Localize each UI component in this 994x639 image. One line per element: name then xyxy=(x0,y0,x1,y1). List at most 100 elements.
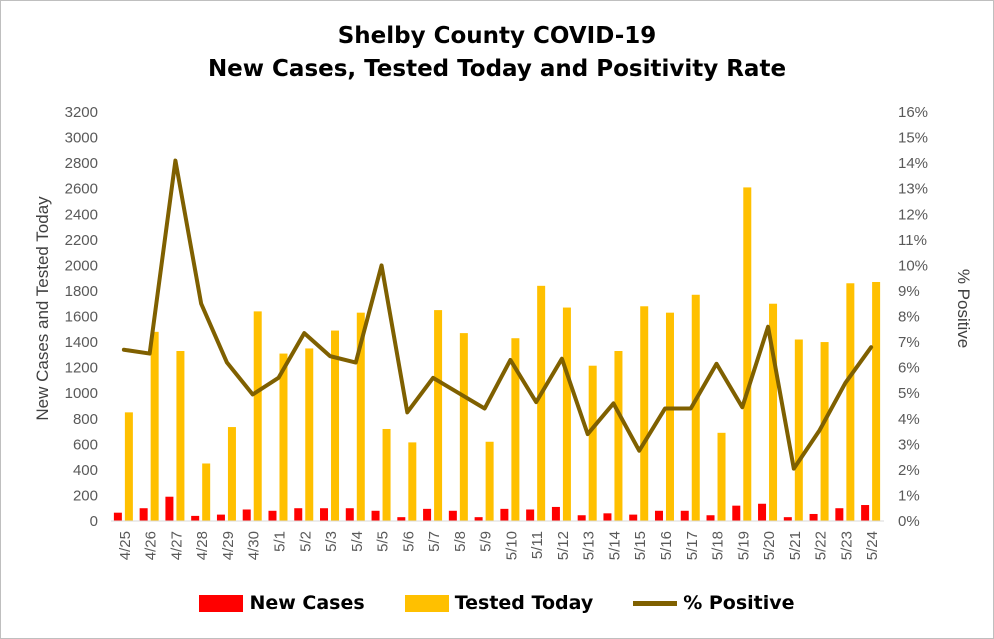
x-tick-label: 5/22 xyxy=(813,531,830,560)
x-tick-label: 5/14 xyxy=(606,531,623,560)
x-tick-label: 5/21 xyxy=(787,531,804,560)
legend: New Cases Tested Today % Positive xyxy=(0,592,994,614)
bar-tested-today xyxy=(562,307,571,521)
bar-new-cases xyxy=(423,508,432,521)
y-right-tick-label: 8% xyxy=(898,309,920,326)
bar-new-cases xyxy=(835,508,844,521)
x-tick-label: 5/5 xyxy=(375,531,392,552)
y-right-tick-label: 1% xyxy=(898,487,920,504)
x-tick-label: 5/1 xyxy=(271,531,288,552)
bar-new-cases xyxy=(191,515,200,521)
y-left-tick-label: 1000 xyxy=(65,385,98,402)
bar-tested-today xyxy=(305,348,314,521)
legend-label-tested-today: Tested Today xyxy=(454,592,594,614)
x-tick-label: 5/3 xyxy=(323,531,340,552)
bar-new-cases xyxy=(758,503,767,521)
bar-tested-today xyxy=(408,442,417,521)
x-tick-label: 4/25 xyxy=(117,531,134,560)
x-tick-label: 5/15 xyxy=(632,531,649,560)
y-right-tick-label: 15% xyxy=(898,130,928,147)
x-tick-label: 4/29 xyxy=(220,531,237,560)
bar-tested-today xyxy=(872,281,881,521)
bar-new-cases xyxy=(732,505,741,521)
bar-new-cases xyxy=(474,517,483,521)
bar-new-cases xyxy=(577,515,586,521)
x-tick-label: 5/24 xyxy=(864,531,881,560)
y-right-tick-label: 10% xyxy=(898,257,928,274)
x-tick-label: 5/16 xyxy=(658,531,675,560)
x-tick-label: 5/7 xyxy=(426,531,443,552)
y-left-tick-label: 800 xyxy=(73,411,98,428)
bar-new-cases xyxy=(861,505,870,521)
bar-new-cases xyxy=(113,512,122,521)
bar-new-cases xyxy=(139,508,148,521)
bar-tested-today xyxy=(743,187,752,522)
legend-item-new-cases: New Cases xyxy=(199,592,365,614)
bar-tested-today xyxy=(717,432,726,521)
x-tick-label: 5/12 xyxy=(555,531,572,560)
x-tick-label: 5/19 xyxy=(735,531,752,560)
bar-tested-today xyxy=(665,312,674,521)
y-left-tick-label: 1600 xyxy=(65,309,98,326)
chart-title-line2: New Cases, Tested Today and Positivity R… xyxy=(207,56,787,82)
bar-new-cases xyxy=(294,508,303,521)
x-tick-label: 4/26 xyxy=(143,531,160,560)
bar-tested-today xyxy=(356,312,365,521)
y-left-tick-label: 600 xyxy=(73,436,98,453)
y-left-tick-label: 400 xyxy=(73,462,98,479)
legend-item-tested-today: Tested Today xyxy=(404,592,594,614)
legend-label-new-cases: New Cases xyxy=(249,592,365,614)
bar-tested-today xyxy=(485,441,494,521)
bar-new-cases xyxy=(397,517,406,521)
y-right-tick-label: 11% xyxy=(898,232,927,249)
y-right-tick-label: 2% xyxy=(898,462,920,479)
y-right-tick-label: 13% xyxy=(898,181,928,198)
bar-tested-today xyxy=(202,463,211,521)
bar-new-cases xyxy=(551,506,560,521)
bar-new-cases xyxy=(242,509,251,521)
bar-tested-today xyxy=(459,333,468,521)
bar-new-cases xyxy=(320,508,329,521)
bar-new-cases xyxy=(526,509,535,521)
bar-new-cases xyxy=(654,510,663,521)
line-pct-positive xyxy=(121,158,874,471)
bar-tested-today xyxy=(150,331,159,521)
y-right-tick-label: 4% xyxy=(898,411,920,428)
x-tick-label: 5/23 xyxy=(838,531,855,560)
x-tick-label: 5/6 xyxy=(400,531,417,552)
x-tick-label: 5/20 xyxy=(761,531,778,560)
bar-new-cases xyxy=(706,515,715,521)
y-right-tick-label: 3% xyxy=(898,436,920,453)
bar-tested-today xyxy=(846,283,855,521)
bar-tested-today xyxy=(820,342,829,521)
x-tick-label: 5/18 xyxy=(710,531,727,560)
legend-label-positive: % Positive xyxy=(683,592,795,614)
y-left-axis-title: New Cases and Tested Today xyxy=(33,196,52,421)
bar-tested-today xyxy=(537,285,546,521)
x-tick-label: 4/28 xyxy=(194,531,211,560)
y-right-tick-label: 12% xyxy=(898,206,928,223)
legend-swatch-tested-today xyxy=(404,594,449,612)
y-left-tick-label: 2400 xyxy=(65,206,98,223)
y-left-tick-label: 2800 xyxy=(65,155,98,172)
x-tick-label: 5/8 xyxy=(452,531,469,552)
y-left-tick-label: 3200 xyxy=(65,104,98,121)
legend-swatch-positive xyxy=(633,600,678,606)
x-tick-label: 4/30 xyxy=(246,531,263,560)
bar-tested-today xyxy=(769,303,778,521)
bar-new-cases xyxy=(680,510,689,521)
x-tick-label: 5/11 xyxy=(529,531,546,559)
bar-new-cases xyxy=(783,517,792,521)
y-left-tick-label: 1400 xyxy=(65,334,98,351)
y-left-tick-label: 0 xyxy=(90,513,98,530)
bar-tested-today xyxy=(691,294,700,521)
bar-new-cases xyxy=(165,496,174,521)
x-tick-label: 5/4 xyxy=(349,531,366,552)
y-left-tick-label: 3000 xyxy=(65,130,98,147)
y-left-tick-label: 200 xyxy=(73,487,98,504)
bar-new-cases xyxy=(500,508,509,521)
y-right-tick-label: 5% xyxy=(898,385,920,402)
y-left-tick-label: 1800 xyxy=(65,283,98,300)
bar-new-cases xyxy=(268,510,277,521)
